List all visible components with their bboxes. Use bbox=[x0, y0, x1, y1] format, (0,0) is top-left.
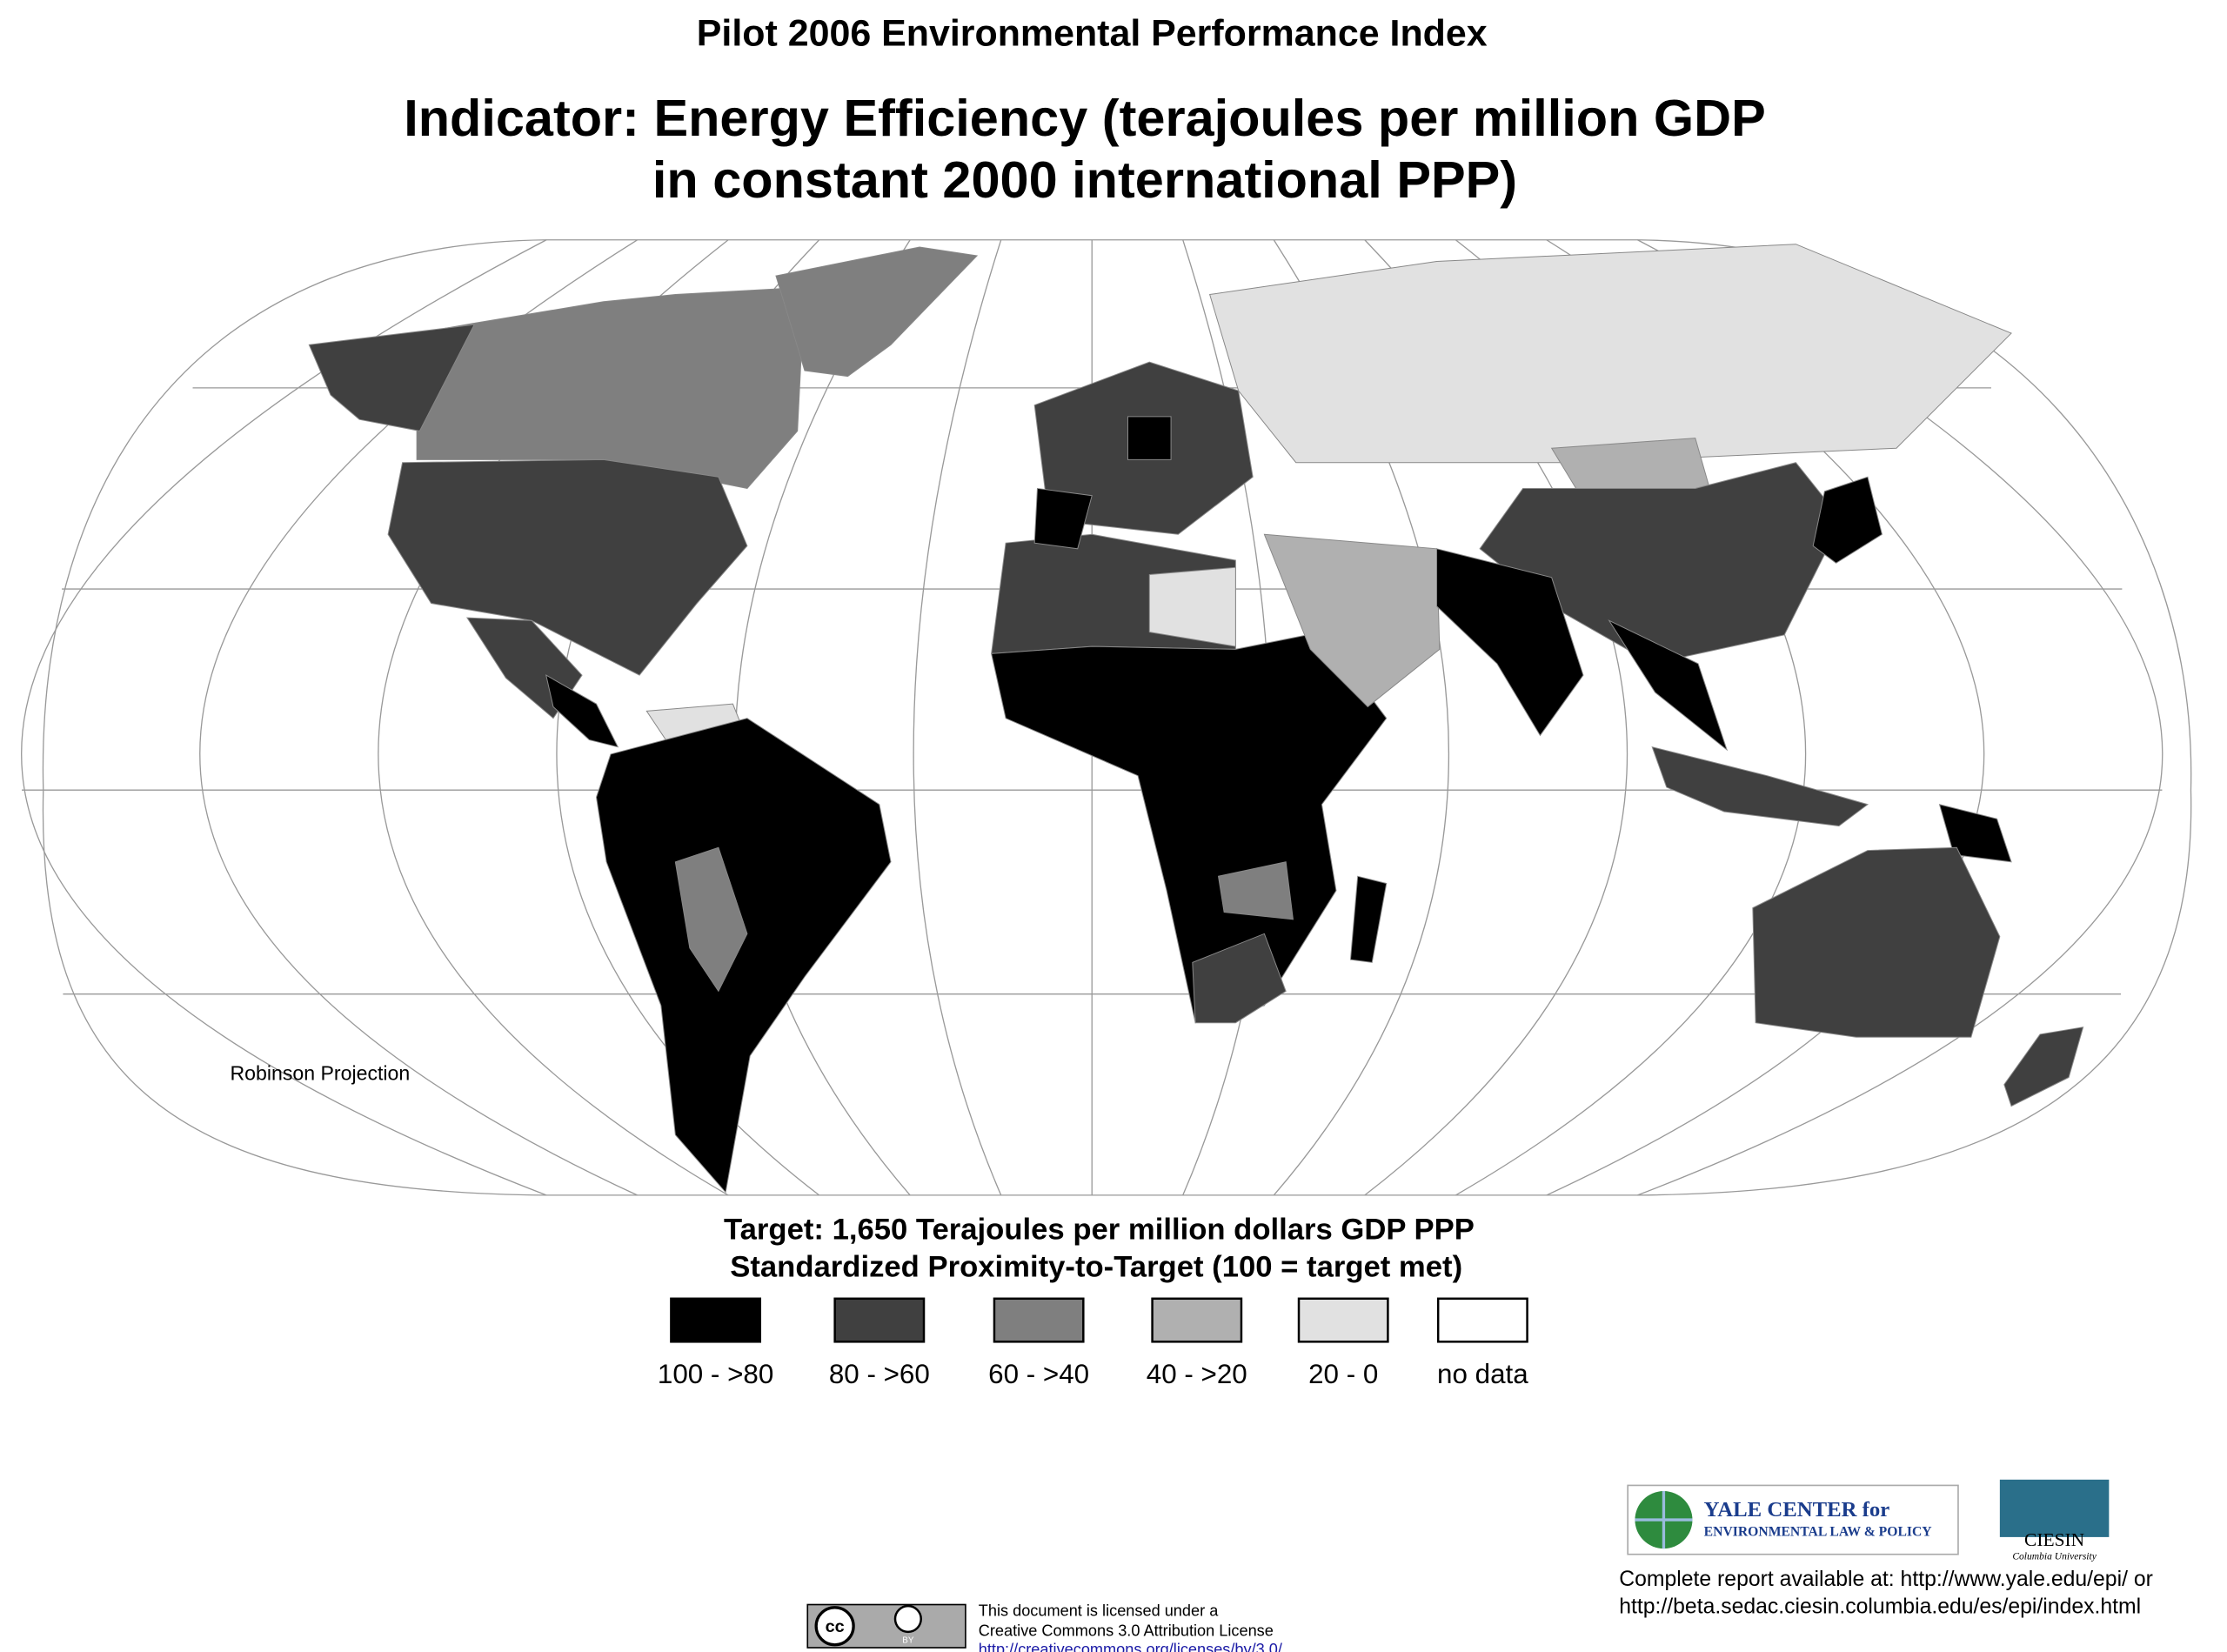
country bbox=[1812, 476, 1883, 564]
country bbox=[1217, 861, 1294, 920]
legend-label: 60 - >40 bbox=[988, 1359, 1089, 1389]
yale-logo: YALE CENTER for ENVIRONMENTAL LAW & POLI… bbox=[1627, 1484, 1959, 1555]
legend-label: 80 - >60 bbox=[829, 1359, 930, 1389]
title: Pilot 2006 Environmental Performance Ind… bbox=[697, 13, 1488, 55]
country bbox=[775, 246, 979, 378]
by-circle bbox=[893, 1604, 922, 1634]
license-text: This document is licensed under a bbox=[979, 1602, 1219, 1620]
meridian bbox=[913, 239, 1002, 1196]
legend-target: Target: 1,650 Terajoules per million dol… bbox=[724, 1213, 1475, 1246]
logo-map bbox=[1999, 1479, 2110, 1537]
logo-text: CIESIN bbox=[2024, 1529, 2084, 1550]
cc-text: cc bbox=[826, 1617, 845, 1636]
logo-text: ENVIRONMENTAL LAW & POLICY bbox=[1704, 1525, 1933, 1540]
legend-swatch bbox=[1436, 1297, 1528, 1343]
country bbox=[2003, 1027, 2084, 1107]
logo-text: YALE CENTER for bbox=[1704, 1498, 1890, 1522]
country bbox=[1938, 804, 2012, 863]
country bbox=[1349, 875, 1388, 963]
meridian bbox=[21, 239, 547, 1196]
report-text: http://beta.sedac.ciesin.columbia.edu/es… bbox=[1619, 1595, 2141, 1618]
country bbox=[545, 674, 619, 748]
logo-text: Columbia University bbox=[2012, 1552, 2097, 1562]
country bbox=[416, 286, 806, 489]
country bbox=[387, 458, 748, 676]
country bbox=[1550, 438, 1710, 497]
license-link: http://creativecommons.org/licenses/by/3… bbox=[979, 1641, 1283, 1652]
indicator-line: Indicator: Energy Efficiency (terajoules… bbox=[404, 89, 1766, 147]
country bbox=[674, 846, 748, 993]
projection-label: Robinson Projection bbox=[230, 1061, 410, 1084]
country bbox=[1127, 416, 1172, 460]
country bbox=[596, 718, 892, 1194]
indicator-line: in constant 2000 international PPP) bbox=[652, 150, 1517, 209]
legend-swatch bbox=[1297, 1297, 1389, 1343]
legend-swatch bbox=[833, 1297, 926, 1343]
legend-label: 100 - >80 bbox=[658, 1359, 773, 1389]
legend-swatch bbox=[1151, 1297, 1243, 1343]
logo-grid bbox=[1635, 1491, 1693, 1549]
license-text: Creative Commons 3.0 Attribution License bbox=[979, 1622, 1274, 1640]
country bbox=[1608, 619, 1729, 752]
legend-subtitle: Standardized Proximity-to-Target (100 = … bbox=[730, 1250, 1462, 1283]
country bbox=[1192, 933, 1287, 1024]
country bbox=[1208, 244, 2012, 464]
country bbox=[1263, 533, 1441, 708]
country bbox=[991, 632, 1388, 1024]
legend-swatch bbox=[993, 1297, 1085, 1343]
legend: 100 - >80 80 - >60 60 - >40 40 - >20 20 - 0 n… bbox=[658, 1297, 1528, 1389]
country bbox=[1651, 746, 1869, 827]
country bbox=[308, 324, 476, 431]
country bbox=[1148, 566, 1236, 647]
country bbox=[1436, 548, 1584, 737]
country bbox=[1752, 846, 2001, 1038]
cc-badge: cc BY bbox=[806, 1603, 966, 1649]
cc-circle bbox=[814, 1606, 855, 1647]
country bbox=[1033, 487, 1093, 550]
countries bbox=[308, 244, 2084, 1194]
legend-label: no data bbox=[1437, 1359, 1528, 1389]
legend-swatch bbox=[670, 1297, 762, 1343]
by-text: BY bbox=[902, 1635, 914, 1645]
ciesin-logo: CIESIN Columbia University bbox=[1999, 1479, 2110, 1562]
report-text: Complete report available at: http://www… bbox=[1619, 1568, 2153, 1591]
world-map: Robinson Projection bbox=[21, 239, 2192, 1196]
legend-label: 20 - 0 bbox=[1308, 1359, 1378, 1389]
legend-label: 40 - >20 bbox=[1147, 1359, 1247, 1389]
